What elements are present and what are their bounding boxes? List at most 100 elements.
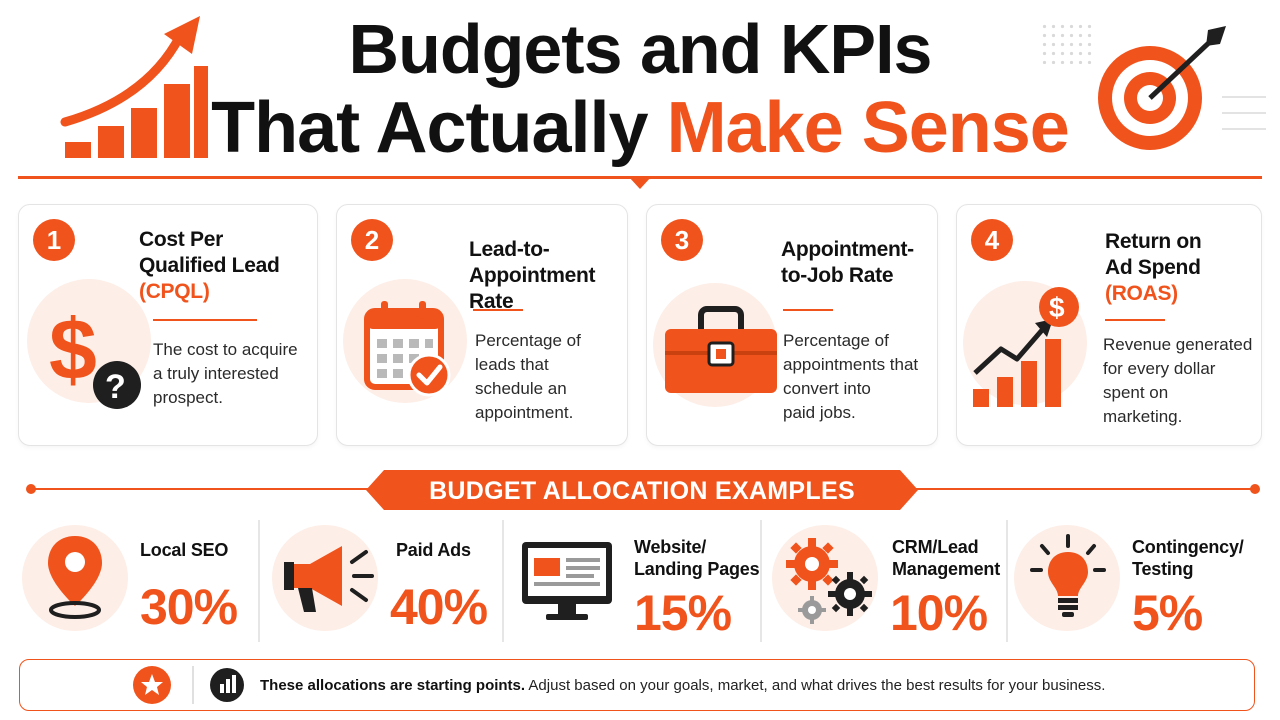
toolbox-icon: [665, 306, 777, 393]
alloc-label-line: Landing Pages: [634, 559, 760, 579]
page-title-line-2: That Actually Make Sense: [200, 92, 1080, 164]
footer-text: These allocations are starting points. A…: [260, 677, 1105, 694]
kpi-desc-line: appointments that: [783, 355, 919, 374]
banner-shape: [366, 470, 918, 510]
alloc-divider: [502, 520, 504, 642]
alloc-label: Website/ Landing Pages: [634, 536, 760, 580]
kpi-description: Percentage of leads that schedule an app…: [475, 329, 581, 425]
alloc-percent: 40%: [390, 579, 488, 635]
monitor-icon: [522, 542, 612, 620]
kpi-title-line-2: to-Job Rate: [781, 264, 894, 287]
kpi-title-line-1: Lead-to-: [469, 238, 550, 261]
kpi-divider: [1105, 319, 1165, 321]
decorative-lines: [1222, 96, 1266, 144]
kpi-desc-line: a truly interested: [153, 364, 279, 383]
alloc-label: CRM/Lead Management: [892, 536, 1000, 580]
kpi-desc-line: prospect.: [153, 388, 223, 407]
megaphone-icon: [284, 546, 374, 612]
kpi-card-roas: 4 Return on Ad Spend (ROAS) Revenue gene…: [956, 204, 1262, 446]
kpi-desc-line: Revenue generated: [1103, 335, 1253, 354]
svg-text:?: ?: [105, 368, 126, 406]
page-title-line-1: Budgets and KPIs: [348, 10, 933, 88]
dollar-question-icon: $ ?: [49, 302, 141, 409]
alloc-label-line: Website/: [634, 537, 707, 557]
kpi-card-lead-to-appointment: 2 Lead-to- Appointment Rate Percentage o…: [336, 204, 628, 446]
alloc-label-line: Paid Ads: [396, 540, 471, 560]
calendar-check-icon: [364, 301, 451, 397]
kpi-desc-line: Percentage of: [783, 331, 889, 350]
header: Budgets and KPIs That Actually Make Sens…: [0, 0, 1280, 189]
kpi-divider: [153, 319, 257, 321]
budget-banner: BUDGET ALLOCATION EXAMPLES: [366, 470, 918, 510]
alloc-label-line: CRM/Lead: [892, 537, 979, 557]
title-plain-text: That Actually: [211, 88, 667, 168]
kpi-abbreviation: (CPQL): [139, 280, 210, 303]
alloc-percent: 15%: [634, 585, 732, 641]
kpi-desc-line: spent on: [1103, 383, 1169, 402]
kpi-desc-line: marketing.: [1103, 407, 1183, 426]
footer-note: These allocations are starting points. A…: [19, 659, 1255, 711]
kpi-desc-line: convert into: [783, 379, 871, 398]
alloc-label: Local SEO: [140, 539, 228, 561]
banner-dot-left: [26, 484, 36, 494]
budget-banner-title: BUDGET ALLOCATION EXAMPLES: [429, 477, 855, 505]
kpi-divider: [783, 309, 833, 311]
kpi-divider: [473, 309, 523, 311]
kpi-description: The cost to acquire a truly interested p…: [153, 338, 298, 410]
svg-text:$: $: [1049, 292, 1065, 323]
title-highlight-text: Make Sense: [666, 88, 1070, 168]
alloc-percent: 30%: [140, 579, 238, 635]
kpi-title-line-1: Return on: [1105, 230, 1202, 253]
dot-pattern: [1040, 22, 1096, 64]
kpi-description: Percentage of appointments that convert …: [783, 329, 918, 425]
kpi-desc-line: leads that: [475, 355, 549, 374]
banner-dot-right: [1250, 484, 1260, 494]
growth-chart-dollar-icon: $: [973, 287, 1079, 407]
header-notch: [628, 176, 652, 189]
kpi-description: Revenue generated for every dollar spent…: [1103, 333, 1252, 429]
kpi-title: Return on Ad Spend (ROAS): [1105, 229, 1202, 307]
alloc-divider: [760, 520, 762, 642]
kpi-desc-line: for every dollar: [1103, 359, 1216, 378]
kpi-desc-line: The cost to acquire: [153, 340, 298, 359]
rising-bar-chart-icon: [60, 16, 208, 158]
kpi-title: Appointment- to-Job Rate: [781, 237, 914, 289]
kpi-desc-line: schedule an: [475, 379, 567, 398]
kpi-card-cpql: 1 Cost Per Qualified Lead (CPQL) The cos…: [18, 204, 318, 446]
alloc-divider: [1006, 520, 1008, 642]
kpi-title: Cost Per Qualified Lead (CPQL): [139, 227, 280, 305]
kpi-number-badge: 3: [661, 219, 703, 261]
alloc-percent: 10%: [890, 585, 988, 641]
kpi-abbreviation: (ROAS): [1105, 282, 1178, 305]
kpi-title-line-2: Appointment Rate: [469, 264, 596, 313]
bar-chart-icon: [210, 668, 244, 702]
kpi-title-line-2: Ad Spend: [1105, 256, 1201, 279]
footer-separator: [192, 666, 194, 704]
kpi-title-line-1: Appointment-: [781, 238, 914, 261]
alloc-label-line: Contingency/: [1132, 537, 1244, 557]
kpi-title: Lead-to- Appointment Rate: [469, 237, 627, 315]
footer-bold-text: These allocations are starting points.: [260, 677, 526, 694]
alloc-label: Paid Ads: [396, 539, 471, 561]
star-icon: [133, 666, 171, 704]
svg-text:$: $: [49, 302, 97, 398]
kpi-desc-line: appointment.: [475, 403, 574, 422]
kpi-number-badge: 2: [351, 219, 393, 261]
alloc-label-line: Testing: [1132, 559, 1194, 579]
kpi-number-badge: 4: [971, 219, 1013, 261]
map-pin-icon: [48, 536, 102, 619]
alloc-label: Contingency/ Testing: [1132, 536, 1244, 580]
kpi-title-line-2: Qualified Lead: [139, 254, 280, 277]
alloc-divider: [258, 520, 260, 642]
kpi-desc-line: Percentage of: [475, 331, 581, 350]
alloc-label-line: Management: [892, 559, 1001, 579]
lightbulb-icon: [1030, 534, 1106, 617]
kpi-number-badge: 1: [33, 219, 75, 261]
footer-rest-text: Adjust based on your goals, market, and …: [525, 677, 1106, 694]
alloc-label-line: Local SEO: [140, 540, 229, 560]
kpi-card-appointment-to-job: 3 Appointment- to-Job Rate Percentage of…: [646, 204, 938, 446]
gears-icon: [786, 538, 872, 624]
target-arrow-icon: [1098, 26, 1226, 150]
kpi-desc-line: paid jobs.: [783, 403, 856, 422]
kpi-title-line-1: Cost Per: [139, 228, 223, 251]
